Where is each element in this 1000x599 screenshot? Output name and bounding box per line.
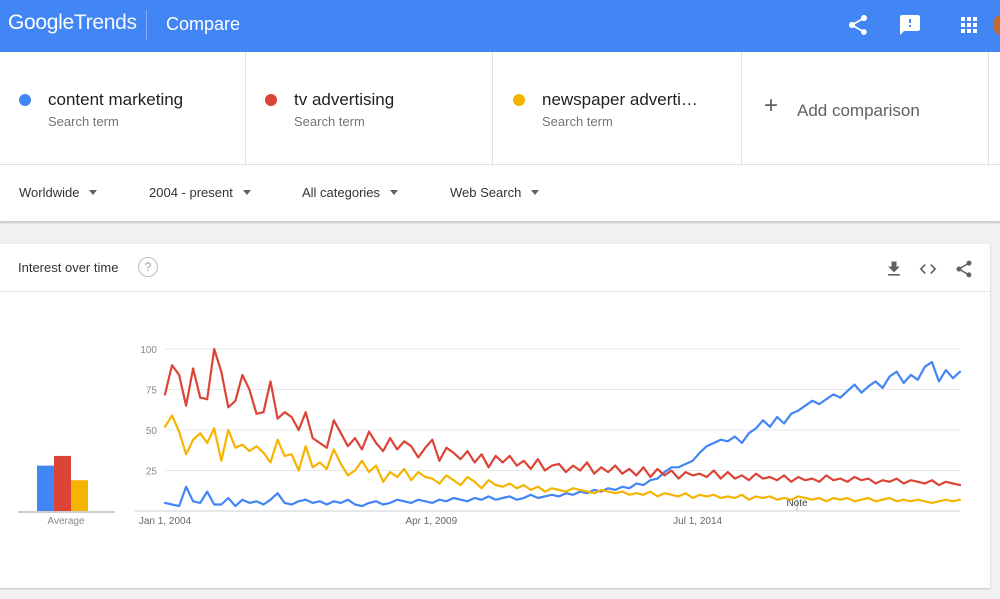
account-avatar[interactable] xyxy=(994,15,1000,35)
y-tick-label: 100 xyxy=(140,345,157,356)
embed-icon[interactable] xyxy=(918,259,938,279)
term-color-dot xyxy=(19,94,31,106)
average-bar-0[interactable] xyxy=(37,465,54,511)
series-line-1[interactable] xyxy=(163,347,962,487)
interest-over-time-card: Interest over time ? 25 50 75 100 Jan 1, 200… xyxy=(0,244,990,588)
logo-google-text: Google xyxy=(8,11,74,34)
y-tick-label: 50 xyxy=(146,426,158,437)
term-card-content-marketing[interactable]: content marketing Search term xyxy=(0,52,246,164)
interest-over-time-chart[interactable]: 25 50 75 100 Jan 1, 2004 Apr 1, 2009 Jul 1, 20… xyxy=(0,292,990,588)
share-icon[interactable] xyxy=(846,13,870,37)
x-tick-label: Apr 1, 2009 xyxy=(405,516,457,527)
card-title: Interest over time xyxy=(18,260,119,275)
time-filter-dropdown[interactable]: 2004 - present xyxy=(149,185,251,200)
card-divider xyxy=(0,291,990,292)
caret-down-icon xyxy=(531,190,540,195)
average-label: Average xyxy=(47,516,85,527)
google-trends-logo[interactable]: GoogleTrends xyxy=(8,11,137,35)
search-type-filter-value: Web Search xyxy=(450,185,522,200)
help-icon[interactable]: ? xyxy=(138,257,158,277)
y-tick-label: 25 xyxy=(146,467,158,478)
note-label[interactable]: Note xyxy=(786,498,808,509)
term-color-dot xyxy=(265,94,277,106)
term-color-dot xyxy=(513,94,525,106)
add-comparison-button[interactable]: + Add comparison xyxy=(742,52,989,164)
x-tick-label: Jul 1, 2014 xyxy=(673,516,722,527)
region-filter-dropdown[interactable]: Worldwide xyxy=(19,185,98,200)
average-bar-2[interactable] xyxy=(71,480,88,511)
x-tick-label: Jan 1, 2004 xyxy=(139,516,192,527)
app-header: GoogleTrends Compare xyxy=(0,0,1000,52)
page-title: Compare xyxy=(166,14,241,34)
caret-down-icon xyxy=(242,190,251,195)
term-type: Search term xyxy=(294,114,365,129)
term-name: content marketing xyxy=(48,90,184,109)
plus-icon: + xyxy=(764,92,779,119)
term-card-newspaper-advertising[interactable]: newspaper adverti… Search term xyxy=(494,52,742,164)
term-card-tv-advertising[interactable]: tv advertising Search term xyxy=(246,52,493,164)
term-type: Search term xyxy=(48,114,119,129)
series-line-2[interactable] xyxy=(163,414,962,504)
region-filter-value: Worldwide xyxy=(19,185,80,200)
y-tick-label: 75 xyxy=(146,386,158,397)
share-icon[interactable] xyxy=(954,259,974,279)
caret-down-icon xyxy=(390,190,399,195)
apps-icon[interactable] xyxy=(957,13,981,37)
average-bar-1[interactable] xyxy=(54,455,71,511)
term-name: newspaper adverti… xyxy=(542,90,698,109)
add-comparison-label: Add comparison xyxy=(797,101,920,120)
caret-down-icon xyxy=(89,190,98,195)
category-filter-dropdown[interactable]: All categories xyxy=(302,185,399,200)
comparison-terms-row: content marketing Search term tv adverti… xyxy=(0,52,1000,165)
category-filter-value: All categories xyxy=(302,185,381,200)
download-icon[interactable] xyxy=(884,259,904,279)
series-line-0[interactable] xyxy=(163,360,962,508)
header-divider xyxy=(146,10,147,40)
search-type-filter-dropdown[interactable]: Web Search xyxy=(450,185,540,200)
term-type: Search term xyxy=(542,114,613,129)
time-filter-value: 2004 - present xyxy=(149,185,233,200)
term-name: tv advertising xyxy=(294,90,395,109)
logo-trends-text: Trends xyxy=(73,11,137,34)
filter-bar: Worldwide 2004 - present All categories … xyxy=(0,165,1000,221)
feedback-icon[interactable] xyxy=(898,13,922,37)
